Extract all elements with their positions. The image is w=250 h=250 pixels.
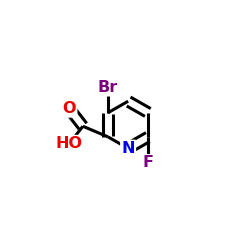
Text: HO: HO bbox=[56, 136, 83, 151]
Text: O: O bbox=[63, 102, 76, 116]
Text: N: N bbox=[122, 141, 135, 156]
Text: Br: Br bbox=[98, 80, 118, 95]
Text: F: F bbox=[143, 155, 154, 170]
